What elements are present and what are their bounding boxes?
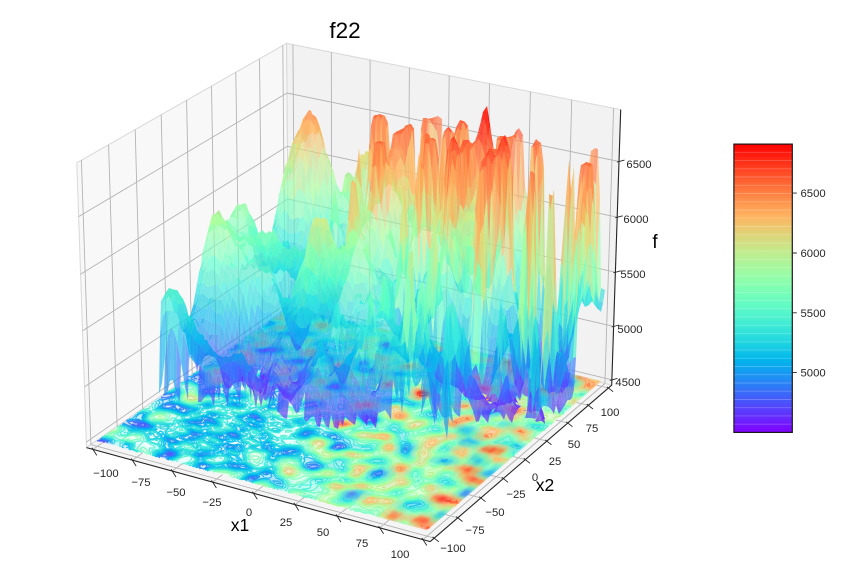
svg-text:75: 75 <box>586 423 599 435</box>
svg-text:6000: 6000 <box>801 248 826 260</box>
svg-text:f: f <box>652 232 658 253</box>
svg-text:25: 25 <box>549 456 562 468</box>
svg-text:6500: 6500 <box>801 188 826 200</box>
svg-text:−100: −100 <box>93 468 118 480</box>
svg-text:0: 0 <box>532 472 538 484</box>
svg-text:−25: −25 <box>506 489 525 501</box>
svg-text:50: 50 <box>317 527 330 539</box>
svg-text:x2: x2 <box>536 475 554 495</box>
svg-text:−75: −75 <box>465 525 484 537</box>
svg-text:0: 0 <box>246 507 252 519</box>
svg-text:4500: 4500 <box>615 377 640 389</box>
svg-text:5500: 5500 <box>801 308 826 320</box>
svg-text:75: 75 <box>356 538 369 550</box>
svg-text:x1: x1 <box>231 515 249 535</box>
svg-text:−50: −50 <box>485 507 504 519</box>
svg-text:5000: 5000 <box>617 324 642 336</box>
svg-text:100: 100 <box>391 549 410 561</box>
svg-text:100: 100 <box>601 407 620 419</box>
svg-text:5000: 5000 <box>801 368 826 380</box>
svg-text:−25: −25 <box>202 497 221 509</box>
svg-text:25: 25 <box>280 517 293 529</box>
svg-text:−50: −50 <box>166 487 185 499</box>
svg-text:50: 50 <box>568 439 581 451</box>
svg-text:f22: f22 <box>329 18 360 43</box>
svg-text:−75: −75 <box>131 477 150 489</box>
svg-text:5500: 5500 <box>620 269 645 281</box>
svg-text:6500: 6500 <box>626 159 651 171</box>
svg-text:−100: −100 <box>440 543 465 555</box>
svg-text:6000: 6000 <box>623 214 648 226</box>
